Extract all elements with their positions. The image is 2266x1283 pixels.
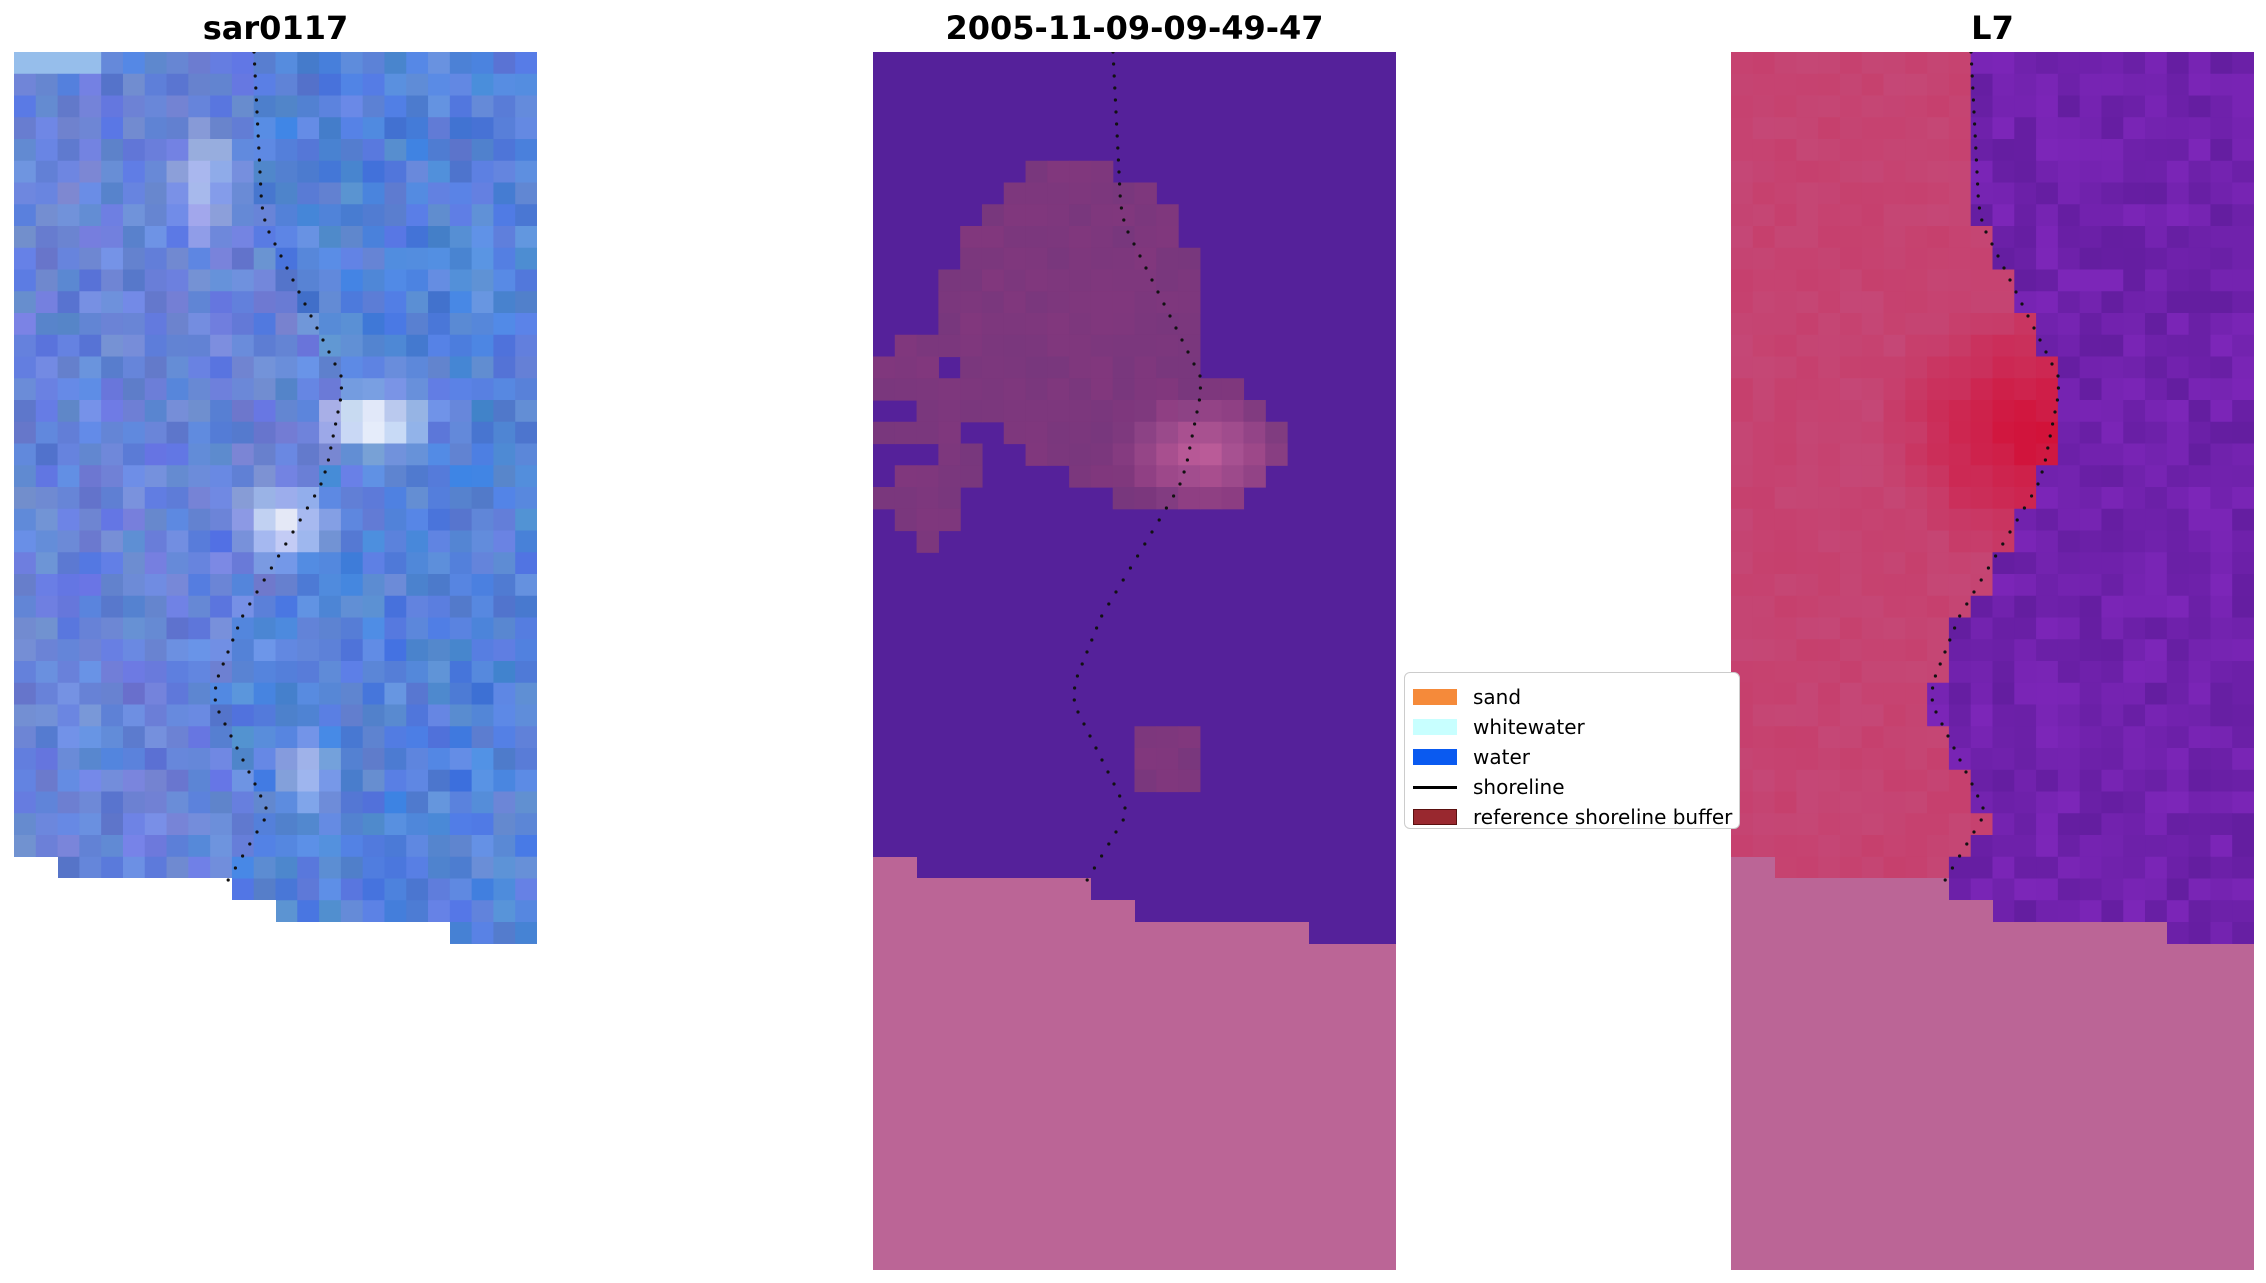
legend-swatch-sand — [1413, 689, 1457, 705]
legend-label-water: water — [1473, 745, 1530, 769]
legend-item-shoreline: shoreline — [1413, 773, 1565, 801]
panel-title-classified: 2005-11-09-09-49-47 — [945, 9, 1324, 47]
panel-title-rgb: sar0117 — [202, 9, 349, 47]
rgb-image-panel — [14, 52, 537, 1270]
legend-item-buffer: reference shoreline buffer — [1413, 803, 1733, 829]
index-image — [1731, 52, 2254, 1270]
legend-item-whitewater: whitewater — [1413, 713, 1585, 741]
panel-title-mndwi: L7 — [1971, 9, 2014, 47]
legend-label-shoreline: shoreline — [1473, 775, 1565, 799]
legend-item-sand: sand — [1413, 683, 1521, 711]
legend-item-water: water — [1413, 743, 1530, 771]
legend-swatch-buffer — [1413, 809, 1457, 825]
classified-image — [873, 52, 1396, 1270]
rgb-image — [14, 52, 537, 1270]
legend-swatch-shoreline — [1413, 785, 1457, 789]
legend: sand whitewater water shoreline referenc… — [1404, 672, 1740, 829]
legend-swatch-water — [1413, 749, 1457, 765]
legend-swatch-whitewater — [1413, 719, 1457, 735]
legend-label-sand: sand — [1473, 685, 1522, 709]
legend-label-buffer: reference shoreline buffer — [1473, 805, 1733, 829]
legend-label-whitewater: whitewater — [1473, 715, 1585, 739]
index-image-panel — [1731, 52, 2254, 1270]
classified-image-panel — [873, 52, 1396, 1270]
